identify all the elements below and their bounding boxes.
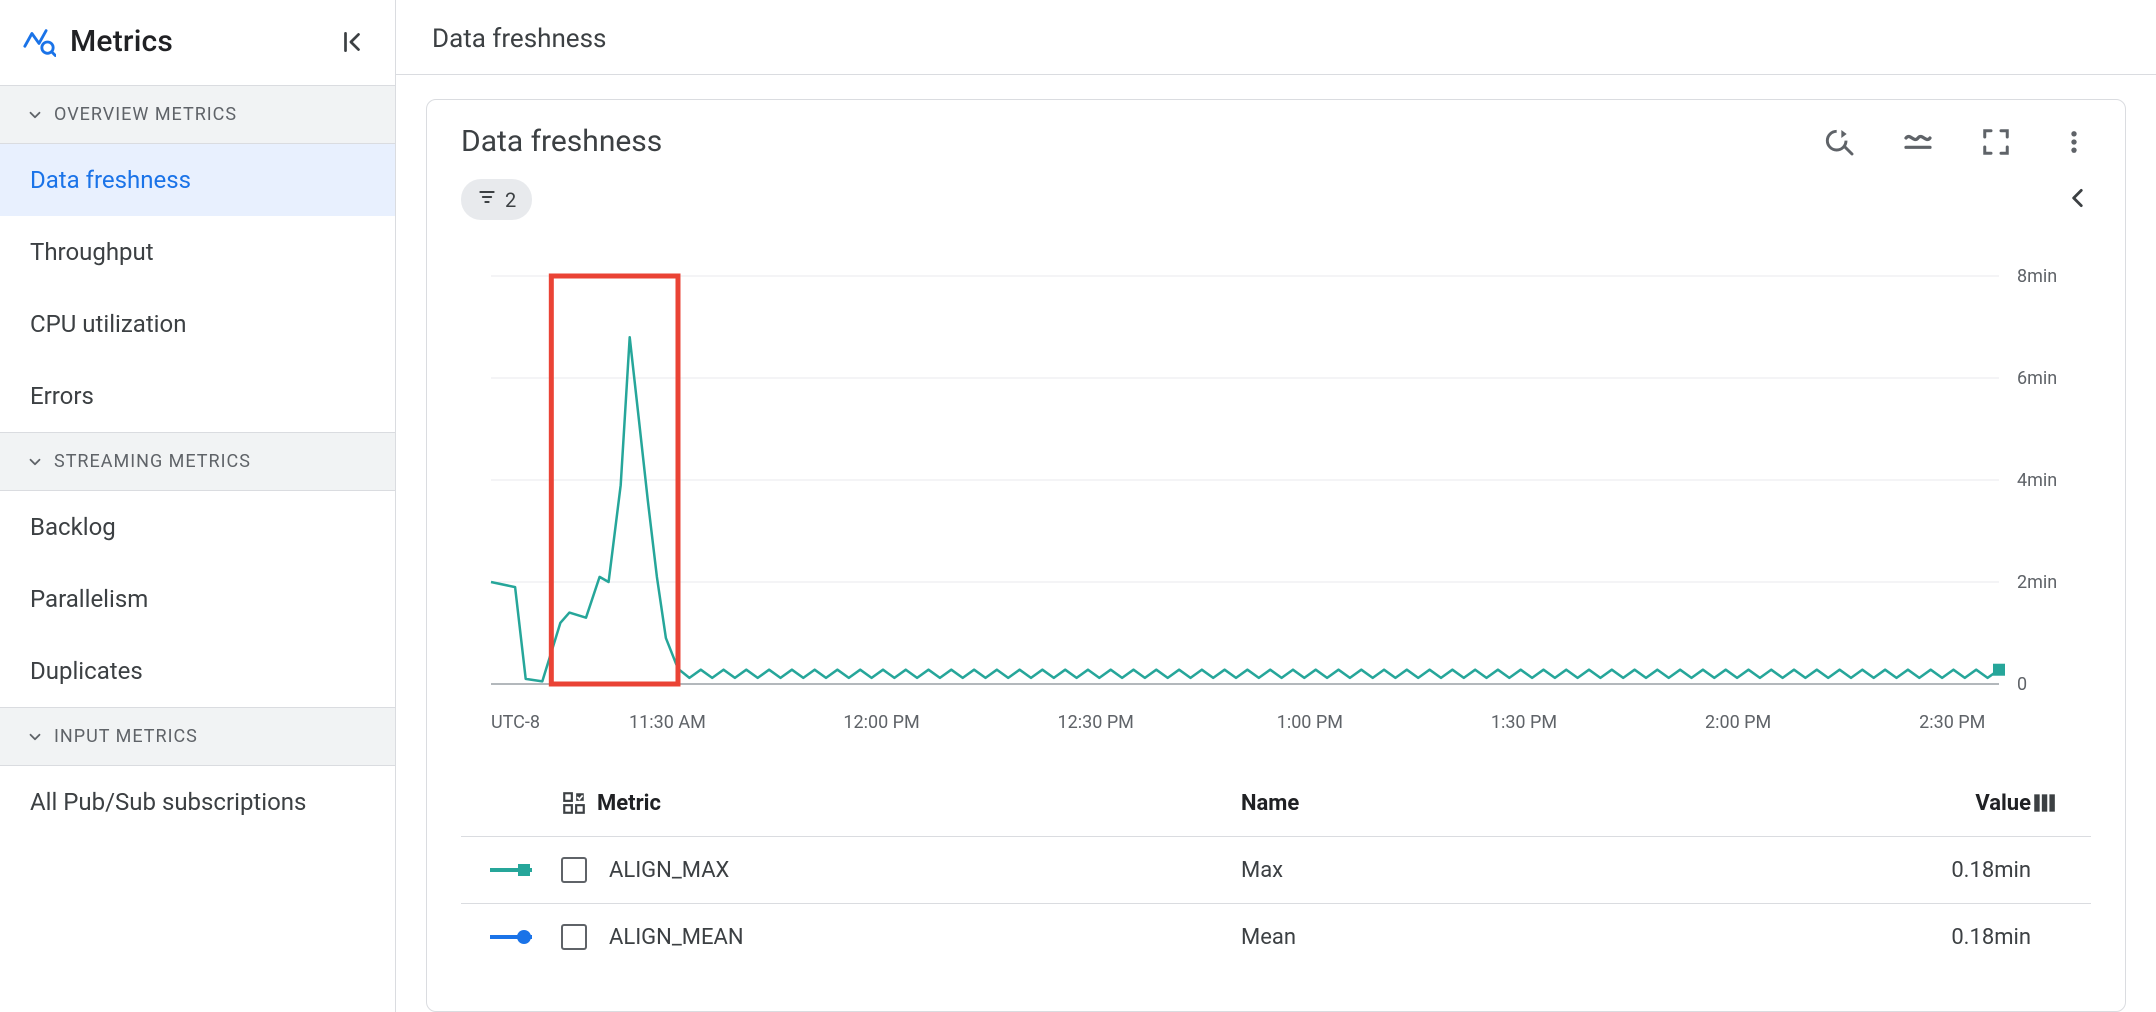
page-title: Data freshness — [432, 24, 2120, 54]
sidebar-item[interactable]: Throughput — [0, 216, 395, 288]
reset-zoom-button[interactable] — [1823, 125, 1857, 159]
svg-text:6min: 6min — [2017, 368, 2057, 389]
x-tick-label: 1:00 PM — [1277, 712, 1343, 733]
sidebar-item[interactable]: Parallelism — [0, 563, 395, 635]
metric-cell: ALIGN_MAX — [561, 857, 1241, 883]
sidebar-item[interactable]: Duplicates — [0, 635, 395, 707]
name-cell: Max — [1241, 858, 1811, 883]
x-tick-label: 12:00 PM — [843, 712, 919, 733]
sidebar-item[interactable]: Backlog — [0, 491, 395, 563]
chart-card: Data freshness — [426, 99, 2126, 1012]
legend-swatch — [461, 860, 561, 880]
svg-text:8min: 8min — [2017, 266, 2057, 287]
col-name-header[interactable]: Name — [1241, 791, 1811, 816]
svg-text:2min: 2min — [2017, 572, 2057, 593]
x-tick-label: 11:30 AM — [629, 712, 706, 733]
x-tick-label: 2:00 PM — [1705, 712, 1771, 733]
sidebar-title: Metrics — [70, 24, 173, 59]
x-axis-labels: UTC-8 11:30 AM 12:00 PM 12:30 PM 1:00 PM 1:30… — [461, 712, 2091, 740]
metrics-table: Metric Name Value ALIGN_MAXMax0.18minALI… — [461, 770, 2091, 970]
sidebar-item[interactable]: All Pub/Sub subscriptions — [0, 766, 395, 838]
filter-icon — [477, 187, 497, 212]
svg-text:0: 0 — [2017, 674, 2027, 695]
collapse-side-panel-button[interactable] — [2065, 185, 2091, 215]
sidebar-item[interactable]: CPU utilization — [0, 288, 395, 360]
card-header: Data freshness — [461, 124, 2091, 159]
legend-swatch — [461, 927, 561, 947]
sidebar-item[interactable]: Data freshness — [0, 144, 395, 216]
x-tick-label: 12:30 PM — [1058, 712, 1134, 733]
collapse-sidebar-button[interactable] — [335, 25, 369, 59]
metrics-logo-icon — [22, 25, 56, 59]
table-row[interactable]: ALIGN_MEANMean0.18min — [461, 903, 2091, 970]
chart[interactable]: 8min 6min 4min 2min 0 UTC-8 11:30 AM 12:00 PM 1… — [461, 252, 2091, 740]
x-tick-label: 1:30 PM — [1491, 712, 1557, 733]
row-checkbox[interactable] — [561, 857, 587, 883]
svg-text:4min: 4min — [2017, 470, 2057, 491]
page-title-bar: Data freshness — [396, 0, 2156, 75]
sidebar-section-label: INPUT METRICS — [54, 726, 198, 747]
card-toolbar — [1823, 125, 2091, 159]
sidebar-section-label: OVERVIEW METRICS — [54, 104, 237, 125]
sidebar-header: Metrics — [0, 0, 395, 85]
chevron-down-icon — [26, 106, 44, 124]
more-options-button[interactable] — [2057, 125, 2091, 159]
value-cell: 0.18min — [1811, 858, 2091, 883]
sidebar: Metrics OVERVIEW METRICS Data freshnessTh… — [0, 0, 396, 1012]
column-selector-icon[interactable] — [2031, 790, 2057, 816]
table-row[interactable]: ALIGN_MAXMax0.18min — [461, 836, 2091, 903]
filter-row: 2 — [461, 179, 2091, 220]
main: Data freshness Data freshness — [396, 0, 2156, 1012]
chevron-down-icon — [26, 728, 44, 746]
table-header-row: Metric Name Value — [461, 770, 2091, 836]
value-cell: 0.18min — [1811, 925, 2091, 950]
card-title: Data freshness — [461, 124, 662, 159]
timezone-label: UTC-8 — [491, 712, 540, 733]
metric-cell: ALIGN_MEAN — [561, 924, 1241, 950]
sidebar-section-label: STREAMING METRICS — [54, 451, 251, 472]
row-checkbox[interactable] — [561, 924, 587, 950]
sidebar-section-header[interactable]: STREAMING METRICS — [0, 432, 395, 491]
legend-toggle-button[interactable] — [1901, 125, 1935, 159]
grid-selector-icon — [561, 790, 587, 816]
sidebar-section-header[interactable]: OVERVIEW METRICS — [0, 85, 395, 144]
name-cell: Mean — [1241, 925, 1811, 950]
x-tick-label: 2:30 PM — [1919, 712, 1985, 733]
col-value-header[interactable]: Value — [1811, 791, 2031, 816]
fullscreen-button[interactable] — [1979, 125, 2013, 159]
filter-count: 2 — [505, 188, 516, 212]
sidebar-section-header[interactable]: INPUT METRICS — [0, 707, 395, 766]
sidebar-item[interactable]: Errors — [0, 360, 395, 432]
filter-chip[interactable]: 2 — [461, 179, 532, 220]
col-metric-header[interactable]: Metric — [561, 790, 1241, 816]
chevron-down-icon — [26, 453, 44, 471]
